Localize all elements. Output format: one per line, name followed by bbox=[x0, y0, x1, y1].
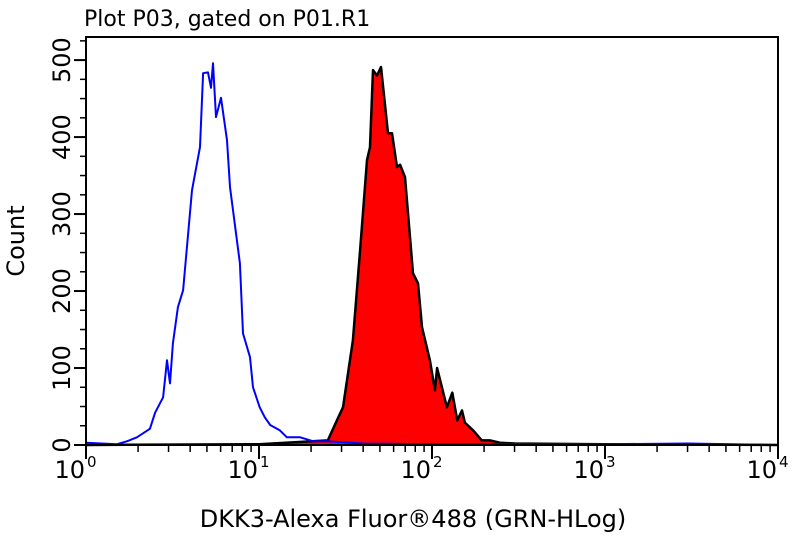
y-tick-label: 500 bbox=[48, 37, 76, 83]
filled-histogram-area bbox=[86, 67, 778, 445]
x-axis-label: DKK3-Alexa Fluor®488 (GRN-HLog) bbox=[200, 505, 627, 533]
outline-histogram-line bbox=[85, 62, 779, 446]
x-tick-label-base: 10 bbox=[227, 456, 258, 484]
x-tick-label-base: 10 bbox=[400, 456, 431, 484]
y-tick-label: 200 bbox=[48, 268, 76, 314]
x-tick-label-exponent: 1 bbox=[260, 453, 270, 471]
x-tick-label-base: 10 bbox=[573, 456, 604, 484]
x-tick-label-exponent: 2 bbox=[433, 453, 443, 471]
y-tick-label: 300 bbox=[48, 191, 76, 237]
x-tick-label-exponent: 3 bbox=[606, 453, 616, 471]
chart-title: Plot P03, gated on P01.R1 bbox=[84, 7, 370, 32]
series-layer bbox=[85, 62, 779, 447]
y-tick-label: 100 bbox=[48, 345, 76, 391]
x-tick-label-exponent: 4 bbox=[779, 453, 789, 471]
filled-histogram-outline bbox=[85, 65, 779, 447]
x-tick-label-base: 10 bbox=[746, 456, 777, 484]
y-tick-label: 400 bbox=[48, 114, 76, 160]
y-tick-label: 0 bbox=[48, 437, 76, 452]
x-tick-label-base: 10 bbox=[54, 456, 85, 484]
y-axis-label: Count bbox=[2, 205, 30, 276]
x-tick-label-exponent: 0 bbox=[87, 453, 97, 471]
